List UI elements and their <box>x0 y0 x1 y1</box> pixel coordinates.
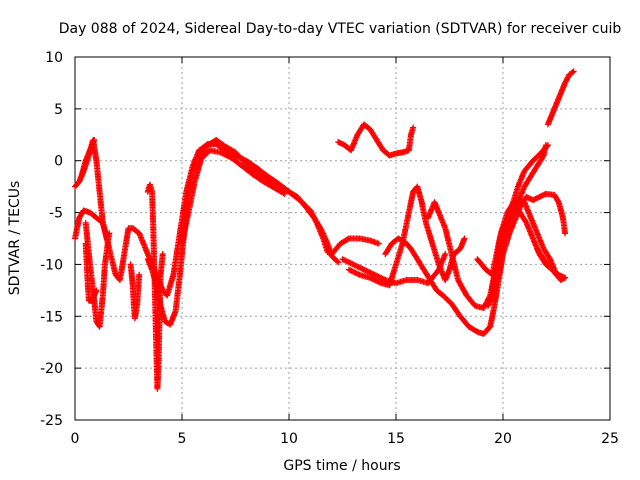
y-tick-label: 0 <box>54 154 63 170</box>
data-point <box>442 251 449 258</box>
y-axis-label: SDTVAR / TECUs <box>7 181 23 296</box>
x-tick-label: 15 <box>387 431 405 447</box>
data-point <box>352 262 359 269</box>
data-point <box>375 240 382 247</box>
x-tick-label: 5 <box>178 431 187 447</box>
chart-title: Day 088 of 2024, Sidereal Day-to-day VTE… <box>59 21 622 37</box>
data-point <box>136 271 143 278</box>
data-point <box>104 235 111 242</box>
series-track-j <box>335 121 417 159</box>
series-track-i <box>179 147 288 247</box>
data-point <box>410 124 417 131</box>
data-point <box>271 179 278 186</box>
data-point <box>553 271 560 278</box>
x-axis-tick-labels: 0 5 10 15 20 25 <box>71 431 619 447</box>
y-tick-label: 5 <box>54 102 63 118</box>
data-point <box>378 275 385 281</box>
y-tick-label: -15 <box>40 309 63 325</box>
data-point <box>159 251 166 258</box>
data-point <box>334 258 341 265</box>
series-track-q <box>489 142 551 294</box>
data-point <box>91 136 98 143</box>
data-point <box>348 267 355 274</box>
data-point <box>281 190 288 197</box>
axis-ticks <box>74 56 611 421</box>
data-point <box>363 267 370 274</box>
data-point <box>360 266 367 273</box>
data-point <box>539 153 546 160</box>
data-point <box>344 236 351 243</box>
x-tick-label: 10 <box>280 431 298 447</box>
series-track-r <box>534 245 560 278</box>
x-tick-label: 20 <box>494 431 512 447</box>
series-track-e <box>82 240 100 304</box>
data-point <box>93 287 100 294</box>
y-tick-label: -20 <box>40 361 63 377</box>
series-track-h <box>144 137 342 328</box>
data-point <box>339 256 346 263</box>
series-track-s <box>544 68 577 128</box>
data-point <box>570 68 577 75</box>
data-point <box>375 273 382 280</box>
data-point <box>562 230 569 237</box>
data-point <box>376 279 383 286</box>
x-tick-label: 25 <box>601 431 619 447</box>
data-point <box>544 143 550 150</box>
data-point <box>370 276 376 283</box>
data-point <box>335 259 342 266</box>
data-point <box>350 261 357 268</box>
x-tick-label: 0 <box>71 431 80 447</box>
data-point <box>544 142 551 149</box>
y-tick-label: -10 <box>40 257 63 273</box>
data-point <box>280 190 287 197</box>
series-track-a <box>72 141 382 299</box>
y-tick-label: -5 <box>49 206 63 222</box>
x-axis-label: GPS time / hours <box>283 458 400 474</box>
y-tick-label: -25 <box>40 413 63 429</box>
series-track-k <box>339 251 449 287</box>
data-point <box>552 270 559 277</box>
data-point <box>569 69 576 76</box>
y-tick-label: 10 <box>45 50 63 66</box>
data-point <box>342 257 349 264</box>
data-point <box>562 274 569 281</box>
data-point <box>220 150 227 157</box>
series-track-f <box>127 261 143 322</box>
series-track-d <box>72 136 98 190</box>
data-point <box>461 235 468 242</box>
series-track-l <box>345 183 468 289</box>
y-axis-tick-labels: -25 -20 -15 -10 -5 0 5 10 <box>40 50 63 429</box>
data-series <box>72 68 577 392</box>
